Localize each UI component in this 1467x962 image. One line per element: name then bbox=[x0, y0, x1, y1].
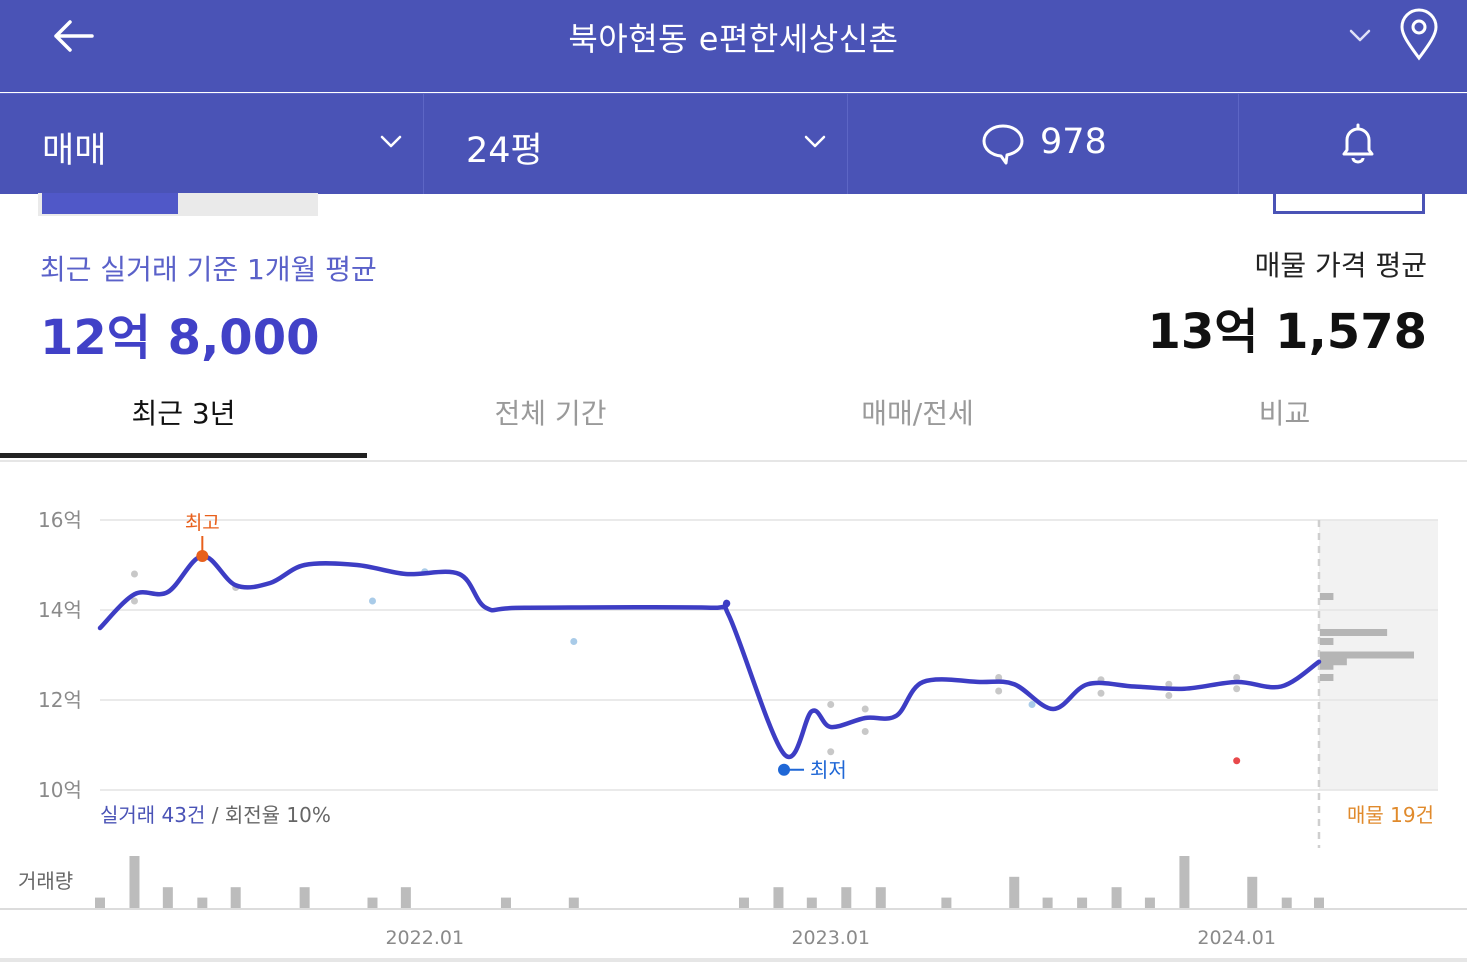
alert-button[interactable] bbox=[1239, 94, 1467, 194]
trade-point bbox=[995, 674, 1003, 681]
app-header: 북아현동 e편한세상신촌 bbox=[0, 0, 1467, 92]
price-trend-line bbox=[97, 553, 1322, 760]
listing-bar bbox=[1319, 658, 1347, 666]
trade-point bbox=[861, 728, 869, 735]
active-tab-indicator bbox=[0, 453, 367, 458]
chart-baseline bbox=[0, 908, 1467, 910]
comments-count: 978 bbox=[1040, 122, 1107, 162]
tab-all-period[interactable]: 전체 기간 bbox=[494, 397, 607, 430]
volume-bar bbox=[162, 887, 173, 908]
page-title[interactable]: 북아현동 e편한세상신촌 bbox=[568, 20, 899, 58]
trade-point bbox=[130, 597, 138, 605]
volume-bar bbox=[197, 897, 208, 908]
trade-type-select[interactable]: 매매 bbox=[0, 94, 424, 194]
trade-point bbox=[1233, 685, 1241, 693]
size-value: 24평 bbox=[466, 131, 543, 171]
volume-bar bbox=[738, 897, 749, 908]
trade-point bbox=[1233, 757, 1241, 765]
tab-recent-3y[interactable]: 최근 3년 bbox=[131, 397, 236, 430]
volume-bar bbox=[230, 887, 241, 908]
volume-bar bbox=[1313, 897, 1324, 908]
trade-point bbox=[827, 748, 835, 756]
volume-bar bbox=[1077, 897, 1088, 908]
trade-type-value: 매매 bbox=[42, 131, 107, 171]
volume-bar bbox=[841, 887, 852, 908]
trade-point bbox=[1028, 701, 1036, 708]
volume-bar bbox=[129, 856, 140, 908]
y-tick-label: 14억 bbox=[38, 598, 82, 622]
volume-bar bbox=[568, 897, 579, 908]
size-select[interactable]: 24평 bbox=[424, 94, 848, 194]
x-tick-label: 2024.01 bbox=[1197, 927, 1276, 949]
chevron-down-icon bbox=[804, 135, 826, 148]
transaction-summary: 실거래 43건 / 회전율 10% bbox=[100, 803, 331, 827]
volume-label: 거래량 bbox=[18, 869, 73, 893]
filter-bar: 매매 24평 978 bbox=[0, 93, 1467, 194]
volume-bar bbox=[1009, 876, 1020, 908]
volume-bar bbox=[299, 887, 310, 908]
trade-point bbox=[368, 597, 376, 605]
volume-bar bbox=[367, 897, 378, 908]
chevron-down-icon bbox=[380, 135, 402, 148]
trade-point bbox=[1165, 692, 1173, 699]
y-tick-label: 16억 bbox=[38, 508, 82, 532]
listing-bar bbox=[1319, 593, 1334, 600]
trade-point bbox=[570, 638, 578, 645]
volume-bar bbox=[500, 897, 511, 908]
trade-point bbox=[995, 687, 1003, 695]
trade-point bbox=[1097, 689, 1105, 697]
volume-bar bbox=[773, 887, 784, 908]
low-label: 최저 bbox=[810, 758, 847, 782]
listing-average-label: 매물 가격 평균 bbox=[1254, 249, 1427, 282]
volume-bar bbox=[1042, 897, 1053, 908]
listing-count: 매물 19건 bbox=[1347, 803, 1434, 827]
trade-point bbox=[1165, 680, 1173, 688]
listing-bar bbox=[1319, 674, 1334, 681]
listing-bar bbox=[1319, 662, 1334, 670]
transaction-count: 실거래 43건 bbox=[100, 803, 205, 827]
trade-point bbox=[827, 701, 835, 708]
tab-trade-jeonse[interactable]: 매매/전세 bbox=[861, 397, 974, 430]
trade-point bbox=[130, 570, 138, 578]
listing-bar bbox=[1319, 651, 1414, 659]
listing-bar bbox=[1319, 629, 1388, 636]
back-arrow-icon[interactable] bbox=[46, 12, 102, 60]
volume-bar bbox=[1281, 897, 1292, 908]
speech-bubble-icon bbox=[982, 124, 1024, 165]
listing-average-value: 13억 1,578 bbox=[1147, 304, 1428, 360]
bell-icon bbox=[1342, 123, 1374, 164]
listing-bar bbox=[1319, 638, 1334, 645]
y-tick-label: 10억 bbox=[38, 778, 82, 802]
volume-bar bbox=[1111, 887, 1122, 908]
volume-bar bbox=[875, 887, 886, 908]
bottom-divider bbox=[0, 958, 1467, 962]
x-tick-label: 2023.01 bbox=[791, 927, 870, 949]
volume-bar bbox=[95, 897, 105, 908]
high-marker bbox=[196, 550, 209, 562]
trade-toggle-active[interactable] bbox=[42, 193, 178, 214]
tab-compare[interactable]: 비교 bbox=[1258, 397, 1311, 430]
y-tick-label: 12억 bbox=[38, 688, 82, 712]
recent-average-label: 최근 실거래 기준 1개월 평균 bbox=[40, 253, 377, 286]
volume-bar bbox=[941, 897, 952, 908]
chevron-down-icon[interactable] bbox=[1345, 22, 1375, 48]
trade-point bbox=[1233, 674, 1241, 681]
x-tick-label: 2022.01 bbox=[385, 927, 464, 949]
volume-bar bbox=[806, 897, 817, 908]
recent-average-value: 12억 8,000 bbox=[40, 310, 320, 366]
trade-point bbox=[861, 705, 869, 713]
high-label: 최고 bbox=[185, 512, 220, 534]
volume-bar bbox=[1144, 897, 1155, 908]
turnover-rate: / 회전율 10% bbox=[205, 803, 330, 827]
comments-button[interactable]: 978 bbox=[848, 94, 1239, 194]
volume-bar bbox=[400, 887, 411, 908]
volume-bar bbox=[1247, 876, 1258, 908]
period-tabs: 최근 3년 전체 기간 매매/전세 비교 bbox=[0, 370, 1467, 462]
volume-bar bbox=[1179, 856, 1190, 908]
location-pin-icon[interactable] bbox=[1396, 8, 1442, 62]
size-badge[interactable] bbox=[1273, 192, 1425, 214]
